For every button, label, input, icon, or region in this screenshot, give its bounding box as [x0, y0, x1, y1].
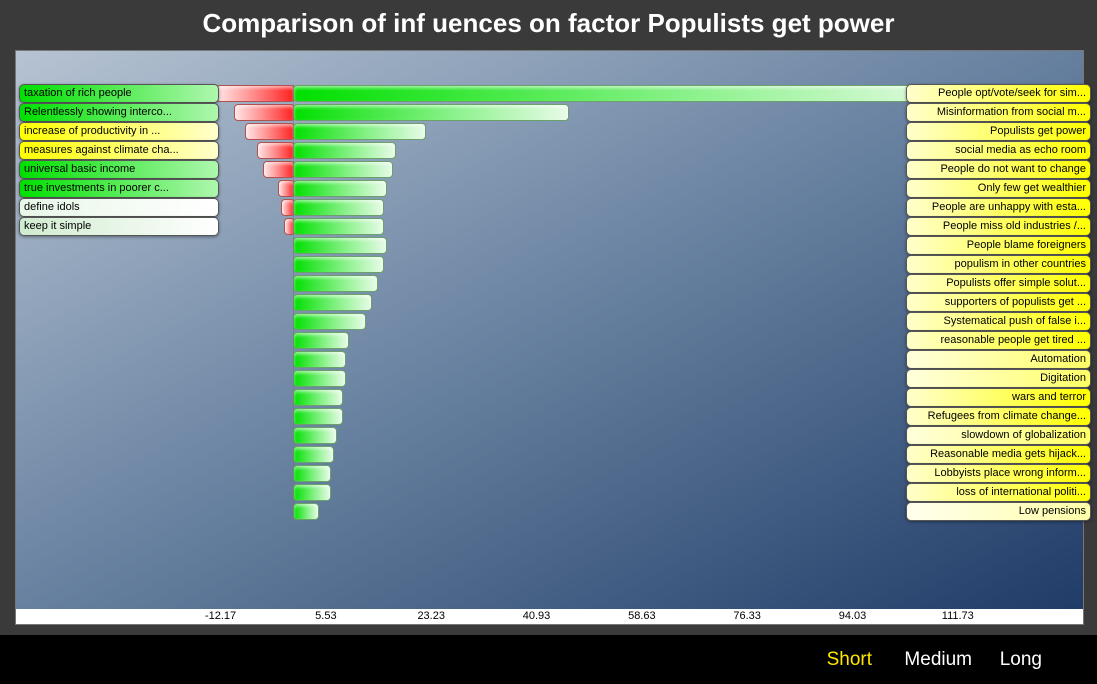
right-factor-label[interactable]: Only few get wealthier — [906, 179, 1091, 198]
bar-positive — [293, 161, 393, 178]
left-factor-label[interactable]: define idols — [19, 198, 219, 217]
x-tick-label: 23.23 — [417, 610, 445, 622]
x-tick-label: 94.03 — [839, 610, 867, 622]
bar-positive — [293, 484, 331, 501]
bar-positive — [293, 332, 349, 349]
right-factor-label[interactable]: loss of international politi... — [906, 483, 1091, 502]
bar-positive — [293, 351, 346, 368]
tab-short[interactable]: Short — [827, 649, 872, 671]
footer-bar: Short Medium Long — [0, 635, 1097, 684]
right-factor-label[interactable]: People opt/vote/seek for sim... — [906, 84, 1091, 103]
bar-positive — [293, 256, 384, 273]
x-tick-label: 40.93 — [523, 610, 551, 622]
bar-positive — [293, 389, 343, 406]
right-factor-label[interactable]: Misinformation from social m... — [906, 103, 1091, 122]
bar-positive — [293, 427, 337, 444]
left-factor-label[interactable]: measures against climate cha... — [19, 141, 219, 160]
zero-line — [293, 84, 294, 521]
right-factor-label[interactable]: Populists offer simple solut... — [906, 274, 1091, 293]
bar-positive — [293, 503, 319, 520]
x-axis-strip: -12.17 5.53 23.23 40.93 58.63 76.33 94.03 111.7… — [16, 609, 1083, 624]
right-factor-label[interactable]: Lobbyists place wrong inform... — [906, 464, 1091, 483]
right-factor-label[interactable]: Populists get power — [906, 122, 1091, 141]
right-factor-label[interactable]: Automation — [906, 350, 1091, 369]
x-tick-label: 111.73 — [942, 610, 974, 622]
bar-positive — [293, 370, 346, 387]
right-factor-label[interactable]: populism in other countries — [906, 255, 1091, 274]
right-factor-label[interactable]: Reasonable media gets hijack... — [906, 445, 1091, 464]
bar-positive — [293, 275, 378, 292]
bar-positive — [293, 85, 973, 102]
chart-title: Comparison of inf uences on factor Popul… — [0, 8, 1097, 39]
right-factor-label[interactable]: People are unhappy with esta... — [906, 198, 1091, 217]
bar-positive — [293, 237, 387, 254]
right-factor-label[interactable]: reasonable people get tired ... — [906, 331, 1091, 350]
tab-long[interactable]: Long — [1000, 649, 1042, 671]
bar-positive — [293, 104, 569, 121]
bar-positive — [293, 465, 331, 482]
right-factor-label[interactable]: Digitation — [906, 369, 1091, 388]
bar-positive — [293, 180, 387, 197]
bar-positive — [293, 446, 334, 463]
right-factor-label[interactable]: People do not want to change — [906, 160, 1091, 179]
left-factor-label[interactable]: universal basic income — [19, 160, 219, 179]
right-factor-label[interactable]: slowdown of globalization — [906, 426, 1091, 445]
left-factor-label[interactable]: keep it simple — [19, 217, 219, 236]
left-factor-label[interactable]: Relentlessly showing interco... — [19, 103, 219, 122]
x-tick-label: -12.17 — [205, 610, 236, 622]
right-factor-label[interactable]: People miss old industries /... — [906, 217, 1091, 236]
x-tick-label: 58.63 — [628, 610, 656, 622]
right-factor-label[interactable]: supporters of populists get ... — [906, 293, 1091, 312]
bar-positive — [293, 313, 366, 330]
bar-positive — [293, 408, 343, 425]
bar-negative — [234, 104, 296, 121]
right-factor-label[interactable]: People blame foreigners — [906, 236, 1091, 255]
right-factor-label[interactable]: Low pensions — [906, 502, 1091, 521]
bar-negative — [216, 85, 295, 102]
tab-medium[interactable]: Medium — [904, 649, 972, 671]
right-factor-label[interactable]: Refugees from climate change... — [906, 407, 1091, 426]
right-factor-label[interactable]: Systematical push of false i... — [906, 312, 1091, 331]
right-factor-label[interactable]: social media as echo room — [906, 141, 1091, 160]
bar-positive — [293, 123, 426, 140]
bar-positive — [293, 142, 396, 159]
bar-negative — [245, 123, 295, 140]
left-factor-label[interactable]: true investments in poorer c... — [19, 179, 219, 198]
bar-positive — [293, 218, 384, 235]
bar-positive — [293, 294, 372, 311]
chart-plot-area: taxation of rich peopleRelentlessly show… — [15, 50, 1084, 625]
right-factor-label[interactable]: wars and terror — [906, 388, 1091, 407]
bar-negative — [257, 142, 295, 159]
x-tick-label: 76.33 — [733, 610, 761, 622]
left-factor-label[interactable]: increase of productivity in ... — [19, 122, 219, 141]
x-tick-label: 5.53 — [315, 610, 336, 622]
bar-negative — [263, 161, 295, 178]
left-factor-label[interactable]: taxation of rich people — [19, 84, 219, 103]
bar-positive — [293, 199, 384, 216]
